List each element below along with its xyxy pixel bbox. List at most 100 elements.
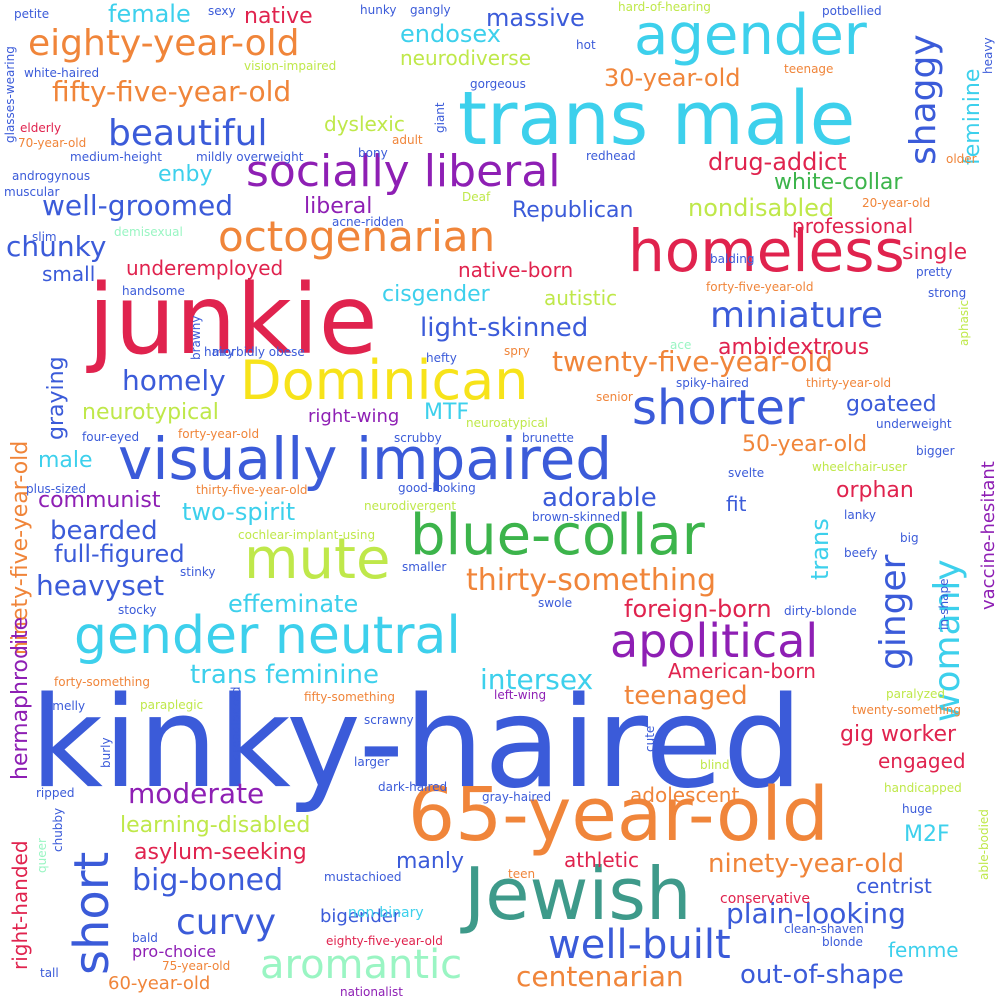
word-119: elderly — [20, 121, 62, 135]
word-99: conservative — [720, 891, 810, 907]
word-127: older — [946, 152, 977, 166]
word-97: neurodiverse — [400, 46, 532, 70]
word-181: twenty-something — [852, 703, 961, 717]
word-177: smelly — [46, 699, 86, 713]
word-145: aphasic — [957, 299, 971, 346]
word-162: brown-skinned — [532, 510, 621, 524]
word-3: junkie — [88, 264, 378, 376]
word-86: engaged — [878, 749, 966, 773]
word-136: forty-five-year-old — [706, 280, 814, 294]
word-30: centenarian — [516, 960, 684, 993]
word-125: giant — [433, 102, 447, 133]
word-138: handsome — [122, 284, 185, 298]
word-104: 75-year-old — [162, 959, 231, 973]
word-194: teen — [508, 867, 536, 881]
word-34: homely — [122, 364, 226, 397]
word-32: plain-looking — [726, 897, 906, 930]
word-63: underemployed — [126, 256, 284, 280]
word-5: Jewish — [464, 852, 692, 936]
word-131: acne-ridden — [332, 215, 404, 229]
word-115: hot — [576, 38, 596, 52]
word-89: asylum-seeking — [134, 840, 307, 865]
word-59: nondisabled — [688, 194, 835, 222]
word-172: in-shape — [937, 578, 951, 630]
word-146: spiky-haired — [676, 376, 749, 390]
word-198: blonde — [822, 935, 863, 949]
word-52: endosex — [400, 20, 501, 48]
word-48: foreign-born — [624, 595, 772, 623]
word-21: fifty-five-year-old — [52, 75, 292, 108]
word-47: teenaged — [624, 681, 748, 711]
word-113: white-haired — [24, 66, 100, 80]
word-102: nationalist — [340, 985, 403, 999]
word-61: liberal — [304, 194, 373, 219]
word-24: twenty-five-year-old — [552, 345, 834, 378]
word-169: swole — [538, 596, 573, 610]
word-80: trans — [806, 518, 834, 580]
word-22: miniature — [710, 295, 884, 336]
word-101: pro-choice — [132, 942, 217, 961]
word-46: light-skinned — [420, 313, 589, 343]
word-44: two-spirit — [182, 498, 296, 526]
word-43: bearded — [50, 516, 158, 546]
word-165: big — [900, 531, 919, 545]
word-67: autistic — [544, 286, 618, 310]
word-179: dreadlocked — [229, 686, 243, 760]
word-7: gender neutral — [74, 606, 461, 666]
word-35: chunky — [6, 230, 107, 263]
word-13: shorter — [632, 380, 805, 436]
word-66: cisgender — [382, 282, 490, 307]
word-148: senior — [596, 390, 633, 404]
word-17: aromantic — [260, 942, 463, 988]
word-132: 20-year-old — [862, 196, 931, 210]
word-49: American-born — [668, 659, 816, 683]
word-53: female — [108, 0, 191, 28]
word-11: socially liberal — [246, 146, 561, 197]
word-60: Republican — [512, 198, 634, 223]
word-78: orphan — [836, 478, 914, 503]
word-153: scrubby — [394, 431, 442, 445]
word-85: gig worker — [840, 722, 957, 747]
word-151: four-eyed — [82, 430, 140, 444]
word-45: adorable — [542, 483, 657, 513]
word-141: morbidly obese — [212, 345, 305, 359]
word-175: fifty-something — [304, 690, 396, 704]
word-144: spry — [504, 344, 530, 358]
word-87: adolescent — [630, 783, 740, 807]
word-117: gorgeous — [470, 77, 526, 91]
word-157: wheelchair-user — [812, 460, 908, 474]
word-121: medium-height — [70, 150, 162, 164]
word-154: brunette — [522, 431, 574, 445]
word-83: hermaphrodite — [8, 616, 33, 780]
word-189: ripped — [36, 786, 75, 800]
word-122: mildly overweight — [196, 150, 304, 164]
word-70: graying — [44, 356, 69, 440]
word-176: left-wing — [494, 688, 547, 702]
word-91: manly — [396, 849, 464, 874]
word-161: neurodivergent — [364, 499, 457, 513]
word-164: cochlear-implant-using — [238, 528, 376, 542]
word-163: lanky — [844, 508, 876, 522]
word-41: heavyset — [36, 569, 165, 602]
word-50: 30-year-old — [604, 64, 741, 92]
word-126: redhead — [586, 149, 636, 163]
word-0: kinky-haired — [30, 669, 803, 816]
word-184: larger — [354, 755, 390, 769]
word-18: well-built — [548, 922, 731, 968]
word-170: stocky — [118, 603, 157, 617]
word-8: blue-collar — [410, 503, 705, 568]
word-77: communist — [38, 488, 161, 513]
word-42: full-figured — [54, 540, 185, 568]
word-88: learning-disabled — [120, 813, 311, 838]
word-2: trans male — [458, 76, 856, 162]
word-109: gangly — [410, 3, 451, 17]
word-92: athletic — [564, 848, 640, 872]
word-174: paralyzed — [886, 687, 945, 701]
word-71: neurotypical — [82, 400, 219, 425]
word-124: adult — [392, 133, 423, 147]
word-112: heavy — [981, 37, 995, 74]
word-168: smaller — [402, 560, 447, 574]
word-94: bigender — [320, 906, 401, 927]
word-38: trans feminine — [190, 660, 379, 690]
word-114: vision-impaired — [244, 59, 337, 73]
